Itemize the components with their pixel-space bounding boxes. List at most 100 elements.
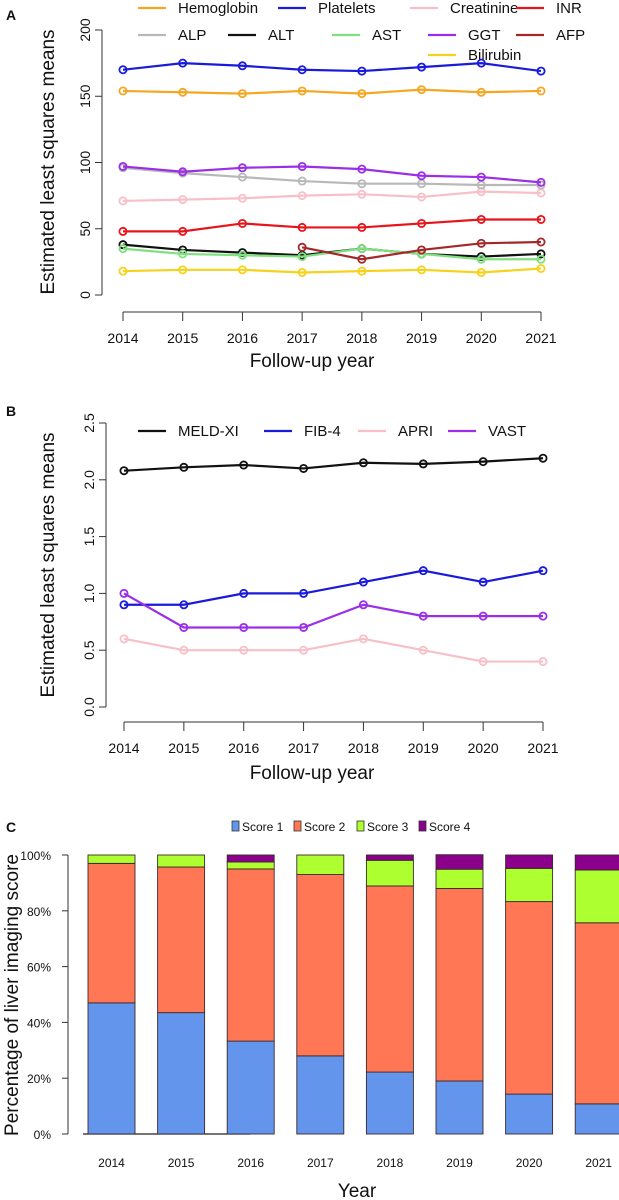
series-line-alp [122,166,541,187]
data-point-creatinine [178,195,188,205]
bar-segment-score-4 [505,854,554,869]
data-point-fib-4 [239,588,249,598]
data-point-ast [476,254,486,264]
legend-label-alp: ALP [178,27,206,44]
bar-segment-score-1 [157,1012,206,1135]
data-point-inr [536,214,546,224]
series-line-inr [123,218,541,233]
x-tick-label: 2021 [527,740,558,756]
data-point-inr [118,226,128,236]
data-point-ast [536,254,546,264]
legend-label-apri: APRI [398,423,433,440]
bar-segment-score-2 [365,885,414,1073]
bar-segment-score-2 [296,874,345,1057]
y-tick-label: 0 [77,291,93,299]
legend-c: Score 1 Score 2 Score 3 Score 4 [231,820,471,834]
data-point-platelets [476,58,486,68]
panel-letter-a: A [6,7,16,23]
y-tick-label: 2.5 [81,413,97,433]
x-tick-label: 2014 [107,330,138,346]
data-point-apri [538,657,548,667]
y-tick-label: 100% [20,849,51,863]
bar-segment-score-1 [87,1002,136,1135]
legend-label-score-1: Score 1 [242,820,284,834]
data-point-creatinine [237,193,247,203]
data-point-platelets [178,58,188,68]
data-point-fib-4 [478,577,488,587]
x-tick-label: 2016 [227,330,258,346]
axes-b: 0.0 0.5 1.0 1.5 2.0 2.5 2014 2015 2016 2017 2018 20… [81,413,559,756]
x-tick-label: 2018 [377,1156,404,1170]
axes-c: 0% 20% 40% 60% 80% 100% 2014 2015 2016 2017 2018 20… [20,849,612,1170]
bar-segment-score-3 [157,854,206,868]
y-tick-label: 200 [77,18,93,42]
data-point-ggt [237,163,247,173]
data-point-vast [119,588,129,598]
legend-swatch-score-1 [231,820,240,832]
legend-label-meld-xi: MELD-XI [178,423,239,440]
plot-area-b [119,453,548,667]
bar-segment-score-3 [505,867,554,903]
y-tick-label: 150 [77,84,93,108]
panel-letter-c: C [6,819,16,835]
y-tick-label: 80% [27,905,51,919]
legend-label-score-2: Score 2 [304,820,346,834]
legend-b: MELD-XI FIB-4 APRI VAST [138,423,526,440]
bar-segment-score-1 [296,1055,345,1135]
bar-segment-score-1 [574,1103,619,1135]
bar-segment-score-4 [226,854,275,863]
data-point-hemoglobin [476,87,486,97]
x-tick-label: 2015 [168,740,199,756]
data-point-apri [478,657,488,667]
bar-segment-score-2 [574,922,619,1105]
data-point-inr [476,214,486,224]
x-tick-label: 2019 [408,740,439,756]
data-point-ggt [476,172,486,182]
x-tick-label: 2019 [446,1156,473,1170]
y-tick-label: 0% [34,1128,52,1142]
y-tick-label: 20% [27,1072,51,1086]
legend-swatch-score-2 [293,820,302,832]
legend-label-ggt: GGT [468,27,501,44]
data-point-hemoglobin [536,86,546,96]
legend-label-hemoglobin: Hemoglobin [178,0,258,17]
data-point-hemoglobin [118,86,128,96]
legend-a: Hemoglobin Platelets Creatinine INR ALP ALT AS… [138,0,585,64]
legend-label-afp: AFP [556,27,585,44]
bar-segment-score-4 [435,854,484,870]
data-point-apri [358,634,368,644]
x-tick-label: 2019 [406,330,437,346]
data-point-inr [417,218,427,228]
data-point-platelets [118,65,128,75]
legend-label-alt: ALT [268,27,294,44]
data-point-ast [357,244,367,254]
bar-segment-score-3 [574,869,619,924]
data-point-bilirubin [297,267,307,277]
data-point-fib-4 [538,566,548,576]
y-tick-label: 1.0 [81,583,97,603]
data-point-vast [418,611,428,621]
data-point-creatinine [417,192,427,202]
data-point-inr [237,218,247,228]
x-tick-label: 2017 [288,740,319,756]
x-tick-label: 2021 [525,330,556,346]
data-point-afp [536,237,546,247]
x-tick-label: 2018 [348,740,379,756]
x-tick-label: 2015 [167,330,198,346]
data-point-fib-4 [418,566,428,576]
bar-segment-score-2 [226,868,275,1042]
legend-label-score-3: Score 3 [367,820,409,834]
data-point-meld-xi [119,466,129,476]
data-point-apri [418,645,428,655]
data-point-meld-xi [299,463,309,473]
x-tick-label: 2016 [228,740,259,756]
bar-segment-score-4 [574,854,619,871]
data-point-fib-4 [179,600,189,610]
data-point-ggt [297,161,307,171]
bar-segment-score-1 [505,1093,554,1135]
y-tick-label: 2.0 [81,470,97,490]
legend-label-ast: AST [372,27,401,44]
axes-a: 0 50 100 150 200 2014 2015 2016 2017 2018 2019 2020… [77,18,557,346]
bar-segment-score-3 [435,868,484,889]
